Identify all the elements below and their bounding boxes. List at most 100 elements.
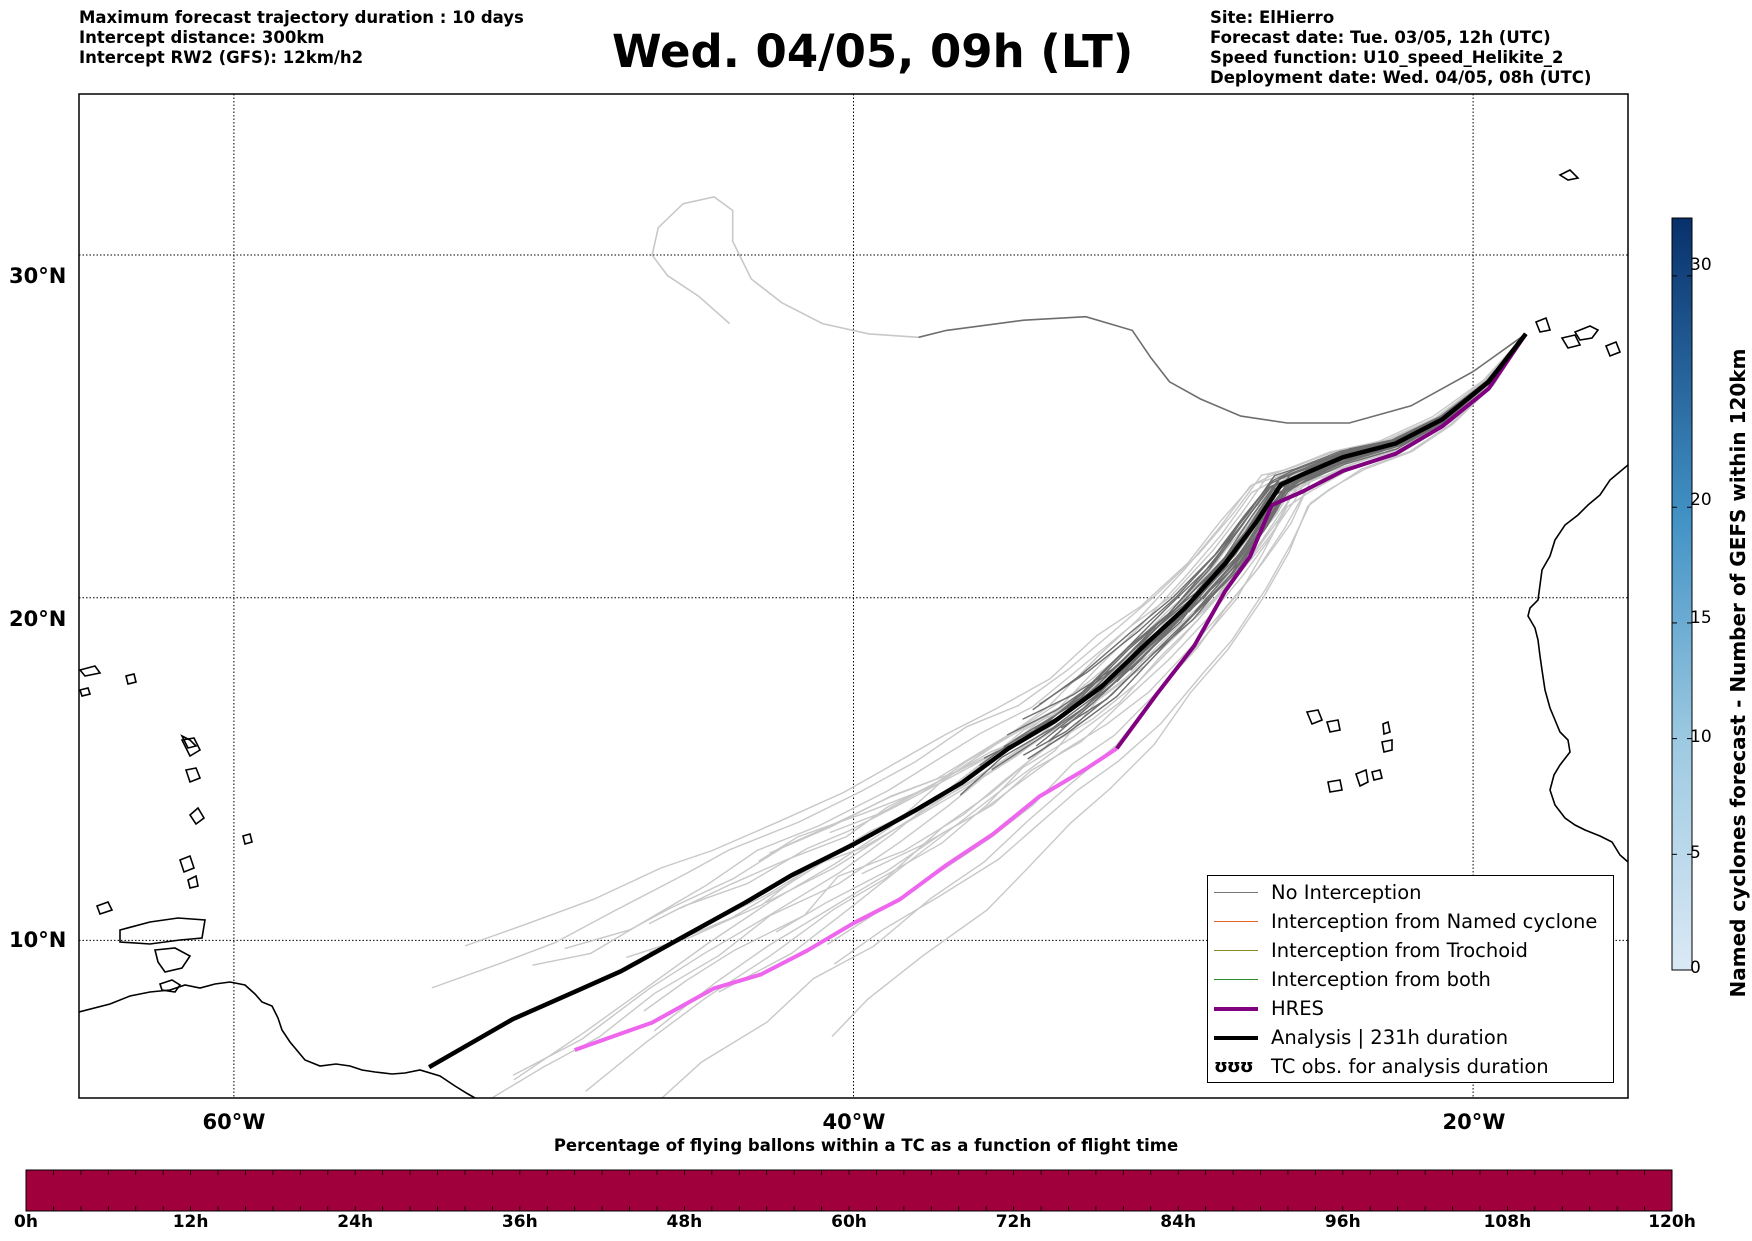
info-max-duration: Maximum forecast trajectory duration : 1…	[79, 8, 524, 27]
colorbar-tick-20: 20	[1690, 490, 1712, 510]
coast-antilles-6	[242, 833, 253, 845]
hres-track-late	[574, 746, 1118, 1052]
legend-swatch-no-interception	[1214, 892, 1258, 893]
colorbar-tick-0: 0	[1690, 958, 1701, 978]
coast-cape-verde-5	[1327, 779, 1343, 793]
info-deployment-date: Deployment date: Wed. 04/05, 08h (UTC)	[1210, 68, 1592, 87]
ensemble-member-track	[679, 333, 1527, 910]
info-intercept-distance: Intercept distance: 300km	[79, 28, 325, 47]
coast-antilles-2	[180, 737, 202, 758]
coast-canary-2	[1560, 334, 1582, 349]
loop-track-light	[651, 195, 919, 339]
ensemble-member-track	[564, 333, 1527, 950]
coast-antilles-8	[79, 687, 92, 697]
coast-cape-verde-7	[1371, 769, 1383, 781]
colorbar-tick-marks	[1672, 275, 1692, 971]
info-site: Site: ElHierro	[1210, 8, 1335, 27]
coast-caribbean-a	[95, 901, 114, 916]
no-interception-track	[1047, 333, 1527, 743]
flight-bar-tick-marks	[25, 1170, 1673, 1211]
colorbar-gradient	[1671, 217, 1693, 971]
coast-cape-verde-1	[1305, 709, 1324, 726]
coast-antilles-5	[187, 874, 199, 889]
flight-bar-tick-label: 0h	[14, 1212, 38, 1232]
map-frame	[78, 93, 1629, 1099]
coast-antilles-3	[184, 767, 202, 784]
coast-canary-4	[1604, 340, 1622, 358]
flight-bar-title: Percentage of flying ballons within a TC…	[553, 1136, 1179, 1155]
coastlines	[79, 169, 1628, 1098]
no-interception-track	[1034, 333, 1527, 731]
flight-bar-tick-label: 96h	[1324, 1212, 1361, 1232]
coast-cape-verde-3	[1382, 720, 1391, 736]
legend-label-tc-obs: TC obs. for analysis duration	[1271, 1055, 1549, 1078]
lat-label-20n: 20°N	[9, 607, 67, 631]
hres-track	[1115, 332, 1528, 750]
legend-label-no-interception: No Interception	[1271, 881, 1422, 904]
legend-label-named-cyclone: Interception from Named cyclone	[1271, 910, 1598, 933]
legend-label-analysis: Analysis | 231h duration	[1271, 1026, 1509, 1049]
ensemble-member-track	[829, 333, 1527, 834]
flight-bar-tick-label: 48h	[666, 1212, 703, 1232]
ensemble-member-track	[464, 333, 1527, 947]
colorbar-title: Named cyclones forecast - Number of GEFS…	[1726, 348, 1750, 998]
coast-caribbean-b	[119, 917, 206, 945]
coast-cape-verde-2	[1325, 719, 1341, 733]
legend-item-tc-obs: ʊʊʊ TC obs. for analysis duration	[1214, 1052, 1549, 1081]
info-right-block: Site: ElHierro Forecast date: Tue. 03/05…	[1210, 8, 1591, 88]
coast-africa	[1527, 464, 1628, 863]
flight-bar-tick-label: 24h	[337, 1212, 374, 1232]
map-legend: No Interception Interception from Named …	[1207, 875, 1614, 1083]
coast-cape-verde-4	[1381, 739, 1393, 753]
coast-antilles-7	[79, 665, 102, 677]
legend-label-both: Interception from both	[1271, 968, 1491, 991]
legend-label-hres: HRES	[1271, 997, 1324, 1020]
ensemble-member-track	[626, 333, 1527, 959]
legend-label-trochoid: Interception from Trochoid	[1271, 939, 1528, 962]
no-interception-track	[1039, 333, 1527, 705]
lat-label-10n: 10°N	[9, 928, 67, 952]
legend-item-named-cyclone: Interception from Named cyclone	[1214, 907, 1597, 936]
coast-canary-3	[1573, 325, 1600, 341]
ensemble-member-track	[769, 333, 1527, 854]
legend-item-trochoid: Interception from Trochoid	[1214, 936, 1528, 965]
coast-antilles-9	[125, 673, 137, 685]
flight-time-bar	[25, 1169, 1673, 1212]
info-left-block: Maximum forecast trajectory duration : 1…	[79, 8, 524, 68]
info-intercept-rw2: Intercept RW2 (GFS): 12km/h2	[79, 48, 364, 67]
legend-item-no-interception: No Interception	[1214, 878, 1422, 907]
flight-bar-tick-label: 84h	[1160, 1212, 1197, 1232]
page-title: Wed. 04/05, 09h (LT)	[612, 25, 1134, 78]
trajectory-tracks	[427, 195, 1528, 1098]
legend-swatch-both	[1214, 979, 1258, 980]
legend-swatch-trochoid	[1214, 950, 1258, 951]
loop-track-dark	[918, 315, 1527, 424]
lat-label-30n: 30°N	[9, 264, 67, 288]
coast-antilles-4	[179, 854, 195, 874]
flight-bar-tick-label: 12h	[172, 1212, 209, 1232]
no-interception-track	[1194, 333, 1527, 613]
colorbar-tick-15: 15	[1690, 608, 1712, 628]
legend-item-both: Interception from both	[1214, 965, 1491, 994]
ensemble-member-track	[648, 333, 1527, 925]
lon-label-60w: 60°W	[202, 1110, 266, 1134]
no-interception-track	[1130, 333, 1527, 671]
coast-caribbean-c	[153, 947, 192, 973]
legend-item-analysis: Analysis | 231h duration	[1214, 1023, 1508, 1052]
colorbar-tick-30: 30	[1690, 255, 1712, 275]
info-speed-function: Speed function: U10_speed_Helikite_2	[1210, 48, 1564, 67]
flight-bar-tick-label: 72h	[995, 1212, 1032, 1232]
flight-bar-tick-label: 120h	[1648, 1212, 1696, 1232]
ensemble-member-track	[648, 333, 1527, 954]
colorbar-tick-10: 10	[1690, 727, 1712, 747]
ensemble-member-track	[831, 333, 1527, 1037]
analysis-track	[427, 332, 1528, 1070]
lon-label-20w: 20°W	[1442, 1110, 1506, 1134]
info-forecast-date: Forecast date: Tue. 03/05, 12h (UTC)	[1210, 28, 1551, 47]
coast-madeira	[1558, 169, 1580, 181]
coast-south-america	[79, 981, 476, 1098]
tc-symbol-icon: ʊʊʊ	[1214, 1056, 1254, 1077]
flight-bar-tick-label: 36h	[501, 1212, 538, 1232]
lon-label-40w: 40°W	[822, 1110, 886, 1134]
